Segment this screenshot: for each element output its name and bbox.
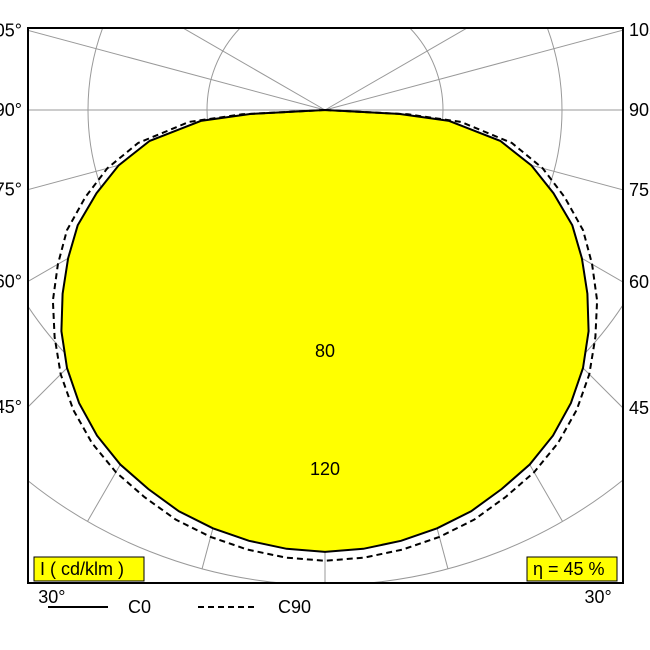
angle-label-right: 75° <box>629 180 650 200</box>
angle-label-left: 30° <box>38 587 65 607</box>
angle-label-right: 45° <box>629 398 650 418</box>
legend-c90-label: C90 <box>278 597 311 617</box>
angle-label-right: 60° <box>629 272 650 292</box>
ring-label: 120 <box>310 459 340 479</box>
angle-label-left: 75° <box>0 180 22 200</box>
angle-label-right: 105° <box>629 20 650 40</box>
angle-label-left: 45° <box>0 397 22 417</box>
grid-radial <box>0 0 325 110</box>
polar-chart-container: 80 120 105° 90° 75° 60° 45° 30° 105° 90° 75° 60° 45°… <box>0 0 650 650</box>
legend-c0-label: C0 <box>128 597 151 617</box>
grid-radial <box>325 0 650 110</box>
c0-curve <box>61 110 588 552</box>
ring-label: 80 <box>315 341 335 361</box>
polar-chart-svg: 80 120 105° 90° 75° 60° 45° 30° 105° 90° 75° 60° 45°… <box>0 0 650 650</box>
angle-label-right: 90° <box>629 100 650 120</box>
grid-radial <box>325 0 650 110</box>
angle-label-left: 105° <box>0 20 22 40</box>
angle-label-left: 90° <box>0 100 22 120</box>
eta-label: η = 45 % <box>533 559 605 579</box>
angle-label-right: 30° <box>584 587 611 607</box>
grid-radial <box>0 0 325 110</box>
angle-label-left: 60° <box>0 271 22 291</box>
unit-label: I ( cd/klm ) <box>40 559 124 579</box>
